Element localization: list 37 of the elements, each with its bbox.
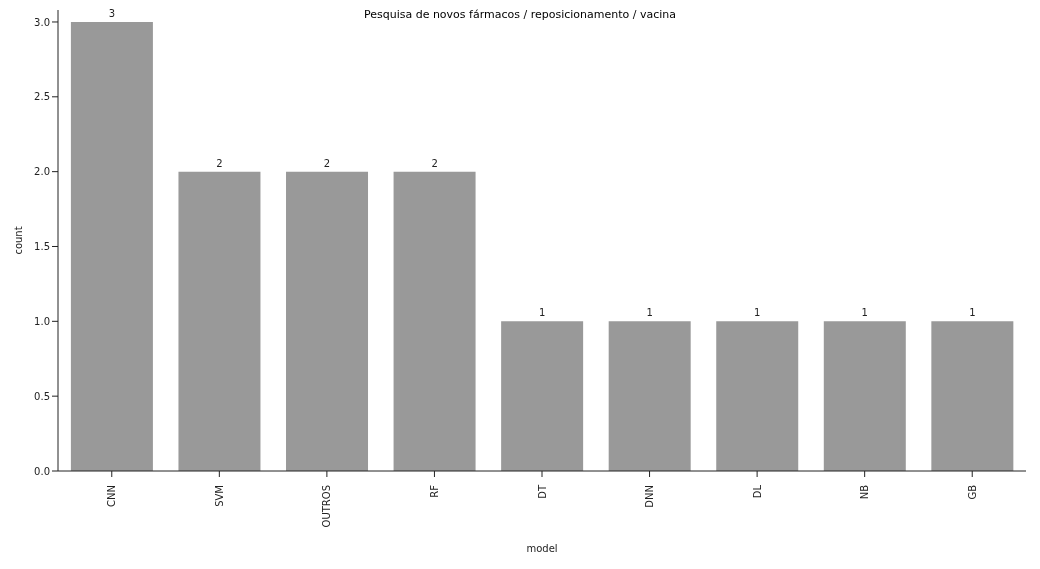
y-tick-label: 0.0: [34, 465, 50, 477]
x-tick-label: OUTROS: [321, 485, 333, 528]
bar: [501, 321, 584, 471]
data-label: 1: [538, 307, 546, 319]
bar: [393, 171, 476, 471]
y-tick-label: 1.0: [34, 315, 50, 327]
y-tick-label: 3.0: [34, 16, 50, 28]
y-tick-label: 0.5: [34, 390, 50, 402]
data-label: 3: [108, 7, 116, 19]
data-label: 2: [216, 157, 223, 169]
bar: [716, 321, 799, 471]
x-tick-label: NB: [859, 484, 871, 500]
data-label: 2: [431, 157, 438, 169]
data-label: 1: [646, 307, 653, 319]
data-label: 1: [754, 307, 761, 319]
bar: [70, 21, 153, 471]
x-tick-label: GB: [966, 484, 978, 500]
chart-title: Pesquisa de novos fármacos / reposicionamento / vacina: [363, 8, 677, 21]
x-axis-title: model: [526, 543, 558, 555]
bar: [931, 321, 1014, 471]
x-tick-label: DNN: [644, 485, 656, 508]
y-axis-title: count: [12, 226, 24, 255]
y-tick-label: 2.5: [34, 91, 50, 103]
x-tick-label: SVM: [213, 485, 225, 507]
x-tick-label: RF: [428, 484, 440, 498]
y-tick-label: 2.0: [34, 166, 50, 178]
data-label: 1: [861, 307, 868, 319]
x-tick-label: CNN: [106, 485, 118, 507]
y-tick-label: 1.5: [34, 241, 50, 253]
x-tick-label: DL: [751, 484, 763, 499]
bar: [823, 321, 906, 471]
x-tick-label: DT: [536, 484, 548, 499]
data-label: 1: [969, 307, 976, 319]
data-label: 2: [323, 157, 331, 169]
bar: [608, 321, 691, 471]
bar: [178, 171, 261, 471]
bar: [286, 171, 369, 471]
